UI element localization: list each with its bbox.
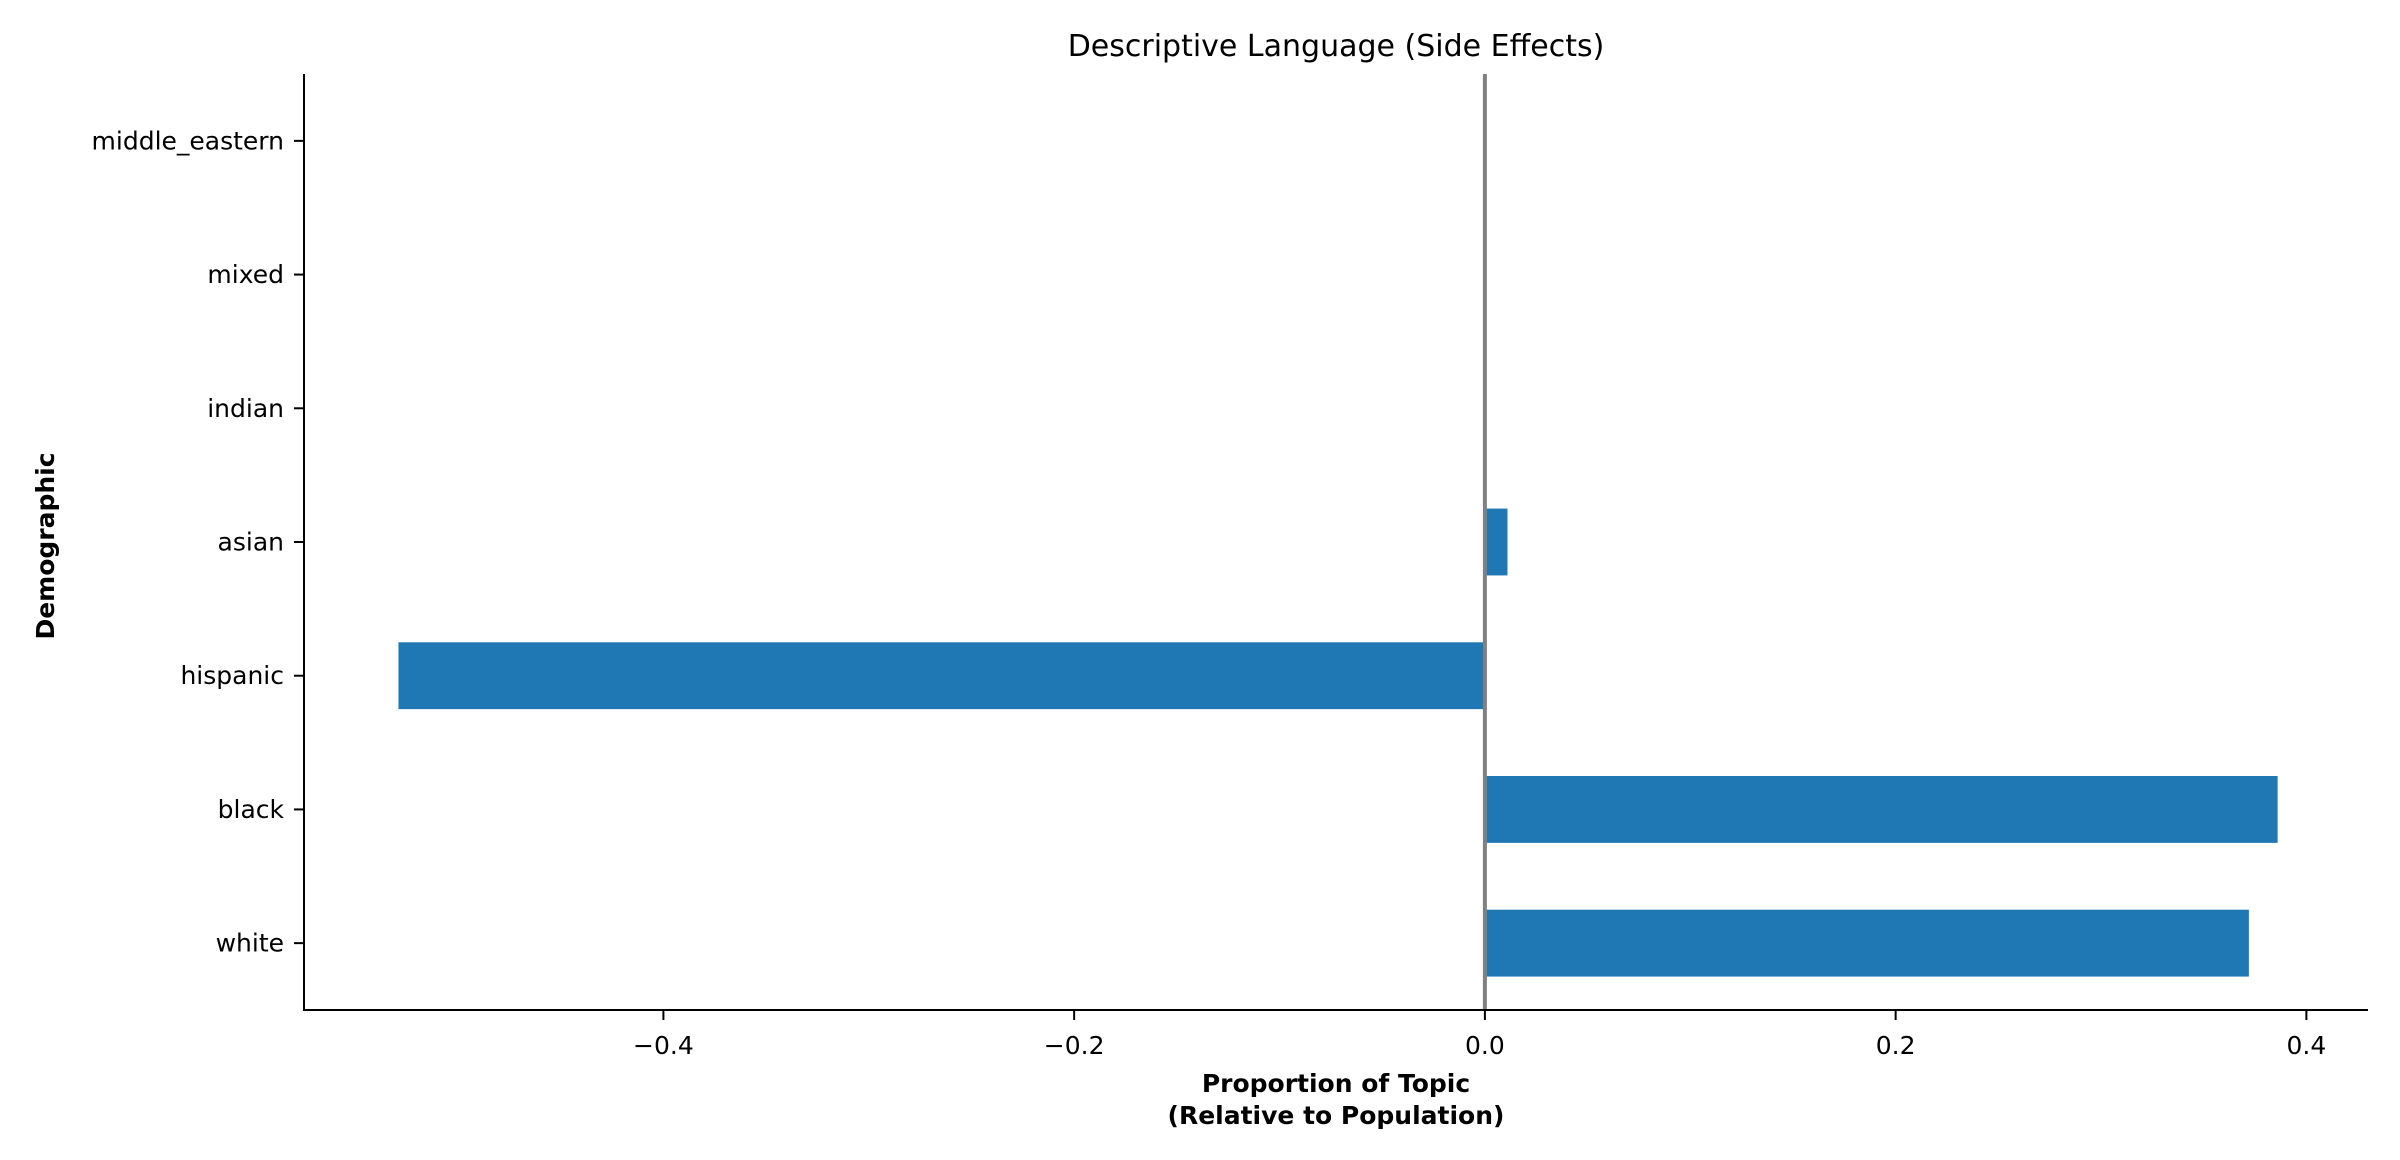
x-tick-label: 0.2 bbox=[1876, 1031, 1916, 1060]
y-tick-label-indian: indian bbox=[207, 394, 284, 423]
x-tick-label: −0.2 bbox=[1044, 1031, 1105, 1060]
bars-group bbox=[398, 508, 2278, 977]
bar-hispanic bbox=[398, 642, 1485, 710]
y-tick-label-asian: asian bbox=[218, 528, 284, 557]
y-tick-label-white: white bbox=[216, 929, 284, 958]
y-tick-label-black: black bbox=[218, 795, 285, 824]
x-tick-label: −0.4 bbox=[633, 1031, 694, 1060]
y-tick-label-hispanic: hispanic bbox=[180, 661, 284, 690]
y-tick-label-middle_eastern: middle_eastern bbox=[92, 126, 284, 155]
bar-black bbox=[1484, 776, 2278, 843]
chart-title: Descriptive Language (Side Effects) bbox=[1068, 29, 1605, 64]
y-tick-label-mixed: mixed bbox=[207, 260, 284, 289]
x-axis-title-line-1: Proportion of Topic bbox=[1202, 1069, 1470, 1098]
bar-white bbox=[1484, 909, 2249, 977]
y-axis-ticks: white black hispanic asian indian mixed middle… bbox=[92, 126, 304, 958]
x-axis-ticks: −0.4 −0.2 0.0 0.2 0.4 bbox=[633, 1010, 2326, 1060]
x-axis-title-line-2: (Relative to Population) bbox=[1168, 1101, 1505, 1130]
bar-asian bbox=[1484, 508, 1508, 576]
x-tick-label: 0.0 bbox=[1465, 1031, 1505, 1060]
x-tick-label: 0.4 bbox=[2287, 1031, 2327, 1060]
y-axis-title: Demographic bbox=[31, 452, 60, 639]
